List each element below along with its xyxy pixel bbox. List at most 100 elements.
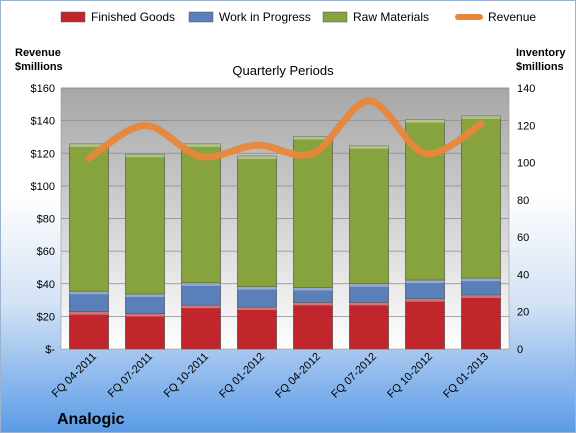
- bar-segment: [405, 298, 445, 350]
- bar-highlight: [349, 145, 389, 149]
- x-tick-label: FQ 10-2011: [162, 351, 211, 400]
- y-left-tick-label: $20: [37, 311, 55, 323]
- x-tick-label: FQ 07-2012: [329, 351, 379, 401]
- bar-highlight: [461, 294, 501, 298]
- bar-segment: [461, 277, 501, 296]
- y-left-label-line1: Revenue: [15, 47, 61, 59]
- bar-segment: [69, 290, 109, 313]
- x-tick-label: FQ 01-2013: [441, 351, 491, 401]
- bar-segment: [405, 279, 445, 299]
- y-left-tick-label: $-: [45, 344, 55, 356]
- y-left-tick-label: $100: [31, 181, 55, 193]
- bar-highlight: [293, 302, 333, 306]
- y-left-tick-label: $140: [31, 116, 55, 128]
- bar-segment: [181, 143, 221, 284]
- bar-highlight: [405, 119, 445, 123]
- revenue-line: [85, 97, 485, 162]
- bar-segment: [293, 136, 333, 288]
- bar-finished-goods: [349, 302, 389, 350]
- legend-label: Work in Progress: [219, 10, 311, 24]
- bar-segment: [181, 304, 221, 350]
- bar-highlight: [293, 136, 333, 140]
- bar-highlight: [461, 115, 501, 119]
- y-right-tick-label: 120: [517, 120, 535, 132]
- bar-segment: [461, 115, 501, 279]
- bar-highlight: [125, 313, 165, 317]
- chart-title: Quarterly Periods: [232, 63, 334, 78]
- y-left-tick-label: $120: [31, 148, 55, 160]
- legend-item: Finished Goods: [60, 10, 175, 24]
- bar-highlight: [237, 307, 277, 311]
- bar-raw-materials: [237, 155, 277, 287]
- legend-item: Revenue: [455, 10, 536, 24]
- bar-finished-goods: [125, 313, 165, 350]
- y-right-tick-label: 40: [517, 269, 529, 281]
- y-left-tick-label: $40: [37, 279, 55, 291]
- bar-segment: [125, 293, 165, 314]
- bar-highlight: [349, 302, 389, 306]
- bar-highlight: [181, 305, 221, 309]
- company-name: Analogic: [57, 411, 125, 428]
- y-right-tick-label: 80: [517, 195, 529, 207]
- bar-segment: [349, 283, 389, 303]
- y-left-tick-label: $80: [37, 214, 55, 226]
- bar-highlight: [69, 291, 109, 295]
- bar-raw-materials: [461, 115, 501, 279]
- bar-work-in-progress: [237, 286, 277, 308]
- plot-area: [60, 87, 510, 350]
- x-tick-label: FQ 10-2012: [385, 351, 435, 401]
- bar-segment: [461, 294, 501, 350]
- legend-swatch: [60, 11, 86, 23]
- bar-highlight: [125, 154, 165, 158]
- legend-label: Finished Goods: [91, 10, 175, 24]
- bar-segment: [125, 153, 165, 295]
- y-right-tick-label: 20: [517, 307, 529, 319]
- bar-finished-goods: [181, 304, 221, 350]
- y-right-label-line1: Inventory: [516, 47, 566, 59]
- bar-raw-materials: [69, 143, 109, 292]
- bar-highlight: [69, 143, 109, 147]
- x-tick-label: FQ 04-2011: [50, 351, 99, 400]
- bar-raw-materials: [125, 153, 165, 295]
- bar-segment: [125, 313, 165, 350]
- y-left-ticks: $- $20 $40 $60 $80 $100 $120 $140 $160: [31, 83, 56, 356]
- bar-raw-materials: [293, 136, 333, 288]
- legend: Finished Goods Work in Progress Raw Materi…: [60, 10, 536, 24]
- bar-segment: [237, 286, 277, 308]
- bar-highlight: [237, 156, 277, 160]
- bar-highlight: [349, 283, 389, 287]
- bar-work-in-progress: [181, 282, 221, 306]
- bar-highlight: [69, 311, 109, 315]
- bar-finished-goods: [69, 311, 109, 350]
- bar-highlight: [461, 278, 501, 282]
- bar-segment: [349, 302, 389, 350]
- bar-segment: [237, 306, 277, 350]
- legend-label: Revenue: [488, 10, 536, 24]
- bar-raw-materials: [349, 145, 389, 285]
- x-ticks: FQ 04-2011 FQ 07-2011 FQ 10-2011 FQ 01-2012…: [50, 351, 491, 401]
- bar-highlight: [293, 287, 333, 291]
- legend-swatch: [188, 11, 214, 23]
- y-left-label-line2: $millions: [15, 61, 63, 73]
- x-tick-label: FQ 04-2012: [273, 351, 323, 401]
- bar-highlight: [181, 282, 221, 286]
- legend-item: Work in Progress: [188, 10, 311, 24]
- y-right-tick-label: 140: [517, 83, 535, 95]
- legend-label: Raw Materials: [353, 10, 429, 24]
- y-left-tick-label: $160: [31, 83, 55, 95]
- bar-segment: [69, 143, 109, 292]
- bar-segment: [349, 145, 389, 285]
- bar-work-in-progress: [69, 290, 109, 313]
- y-right-ticks: 0 20 40 60 80 100 120 140: [517, 83, 535, 356]
- x-tick-label: FQ 07-2011: [106, 351, 155, 400]
- legend-item: Raw Materials: [322, 10, 429, 24]
- bar-finished-goods: [461, 294, 501, 350]
- bar-highlight: [181, 143, 221, 147]
- y-left-tick-label: $60: [37, 246, 55, 258]
- bar-highlight: [405, 298, 445, 302]
- bar-finished-goods: [293, 302, 333, 350]
- bar-segment: [237, 155, 277, 287]
- bar-segment: [293, 302, 333, 350]
- bar-highlight: [125, 294, 165, 298]
